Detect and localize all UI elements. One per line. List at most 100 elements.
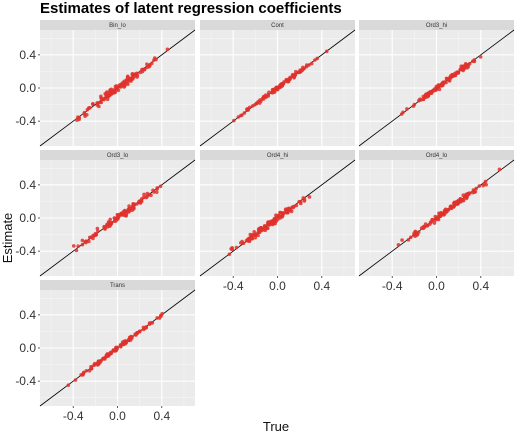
facet-strip-label: Bin_lo — [109, 23, 126, 29]
data-point — [315, 56, 320, 61]
data-point — [274, 219, 279, 223]
data-point — [265, 226, 270, 231]
x-tick-label: -0.4 — [382, 279, 403, 293]
data-point — [115, 86, 120, 90]
data-point — [467, 191, 472, 195]
data-point — [87, 239, 91, 244]
data-point — [108, 221, 112, 226]
facet-bin_lo: Bin_lo -0.4 0.0 0.4 — [15, 20, 196, 147]
data-point — [463, 61, 468, 66]
data-point — [245, 108, 249, 112]
data-point — [256, 99, 260, 104]
data-point — [155, 187, 159, 191]
data-point — [152, 190, 156, 194]
data-point — [437, 84, 442, 88]
data-point — [307, 195, 312, 199]
data-point — [105, 97, 110, 102]
x-tick-label: -0.4 — [63, 409, 84, 423]
data-point — [124, 212, 129, 217]
data-point — [278, 210, 282, 215]
data-point — [258, 226, 262, 230]
data-point — [158, 184, 163, 189]
data-point — [121, 341, 125, 346]
data-point — [261, 227, 266, 232]
data-point — [273, 87, 277, 91]
data-point — [409, 235, 413, 240]
data-point — [432, 221, 437, 225]
data-point — [474, 186, 478, 191]
data-point — [400, 238, 404, 242]
data-point — [74, 248, 79, 253]
data-point — [270, 90, 274, 95]
data-point — [113, 349, 118, 353]
data-point — [446, 208, 450, 212]
data-point — [405, 107, 409, 111]
data-point — [114, 219, 118, 223]
y-tick-label: -0.4 — [15, 114, 36, 128]
data-point — [103, 226, 107, 230]
data-point — [229, 247, 233, 251]
data-point — [401, 110, 405, 115]
data-point — [92, 363, 96, 367]
y-tick-label: -0.4 — [15, 244, 36, 258]
data-point — [432, 87, 436, 92]
data-point — [473, 189, 478, 194]
facet-trans: Trans -0.4 0.0 0.4 -0.4 0.0 0.4 — [15, 280, 196, 423]
y-tick-label: 0.0 — [19, 211, 36, 225]
data-point — [253, 102, 257, 107]
data-point — [425, 223, 430, 228]
data-point — [286, 206, 290, 211]
facet-strip-label: Ord3_hi — [426, 23, 447, 29]
data-point — [89, 235, 93, 240]
data-point — [458, 67, 463, 72]
data-point — [155, 316, 159, 320]
y-tick-label: -0.4 — [15, 374, 36, 388]
data-point — [121, 210, 126, 214]
data-point — [82, 112, 87, 116]
data-point — [232, 118, 236, 123]
data-point — [90, 102, 95, 106]
data-point — [324, 49, 329, 54]
data-point — [115, 212, 120, 217]
data-point — [242, 111, 247, 115]
data-point — [298, 68, 302, 72]
data-point — [472, 58, 477, 62]
data-point — [309, 61, 314, 66]
data-point — [102, 97, 106, 102]
data-point — [160, 311, 165, 316]
data-point — [80, 242, 85, 247]
data-point — [447, 78, 451, 82]
data-point — [277, 85, 281, 90]
data-point — [482, 182, 486, 186]
data-point — [302, 66, 306, 71]
data-point — [304, 63, 309, 67]
facet-ord4_lo: Ord4_lo -0.4 0.0 0.4 — [358, 150, 515, 293]
data-point — [112, 216, 117, 220]
y-tick-label: 0.4 — [19, 48, 36, 62]
data-point — [227, 252, 232, 257]
y-tick-label: 0.0 — [19, 81, 36, 95]
chart-title: Estimates of latent regression coefficie… — [40, 0, 342, 17]
data-point — [266, 220, 270, 224]
data-point — [140, 67, 144, 72]
data-point — [238, 113, 243, 118]
data-point — [109, 351, 113, 355]
facet-strip-label: Cont — [271, 23, 284, 29]
data-point — [108, 224, 112, 228]
data-point — [257, 230, 262, 235]
data-point — [84, 368, 89, 373]
x-tick-label: 0.0 — [428, 279, 445, 293]
data-point — [89, 366, 93, 370]
data-point — [116, 215, 120, 220]
facet-ord4_hi: Ord4_hi -0.4 0.0 0.4 — [199, 150, 356, 293]
data-point — [250, 233, 255, 237]
data-point — [95, 103, 100, 107]
data-point — [66, 383, 71, 387]
data-point — [253, 235, 258, 240]
data-point — [430, 217, 434, 222]
data-point — [128, 338, 133, 342]
data-point — [252, 229, 257, 234]
data-point — [145, 62, 149, 66]
facet-strip — [40, 150, 195, 160]
data-point — [234, 245, 239, 250]
